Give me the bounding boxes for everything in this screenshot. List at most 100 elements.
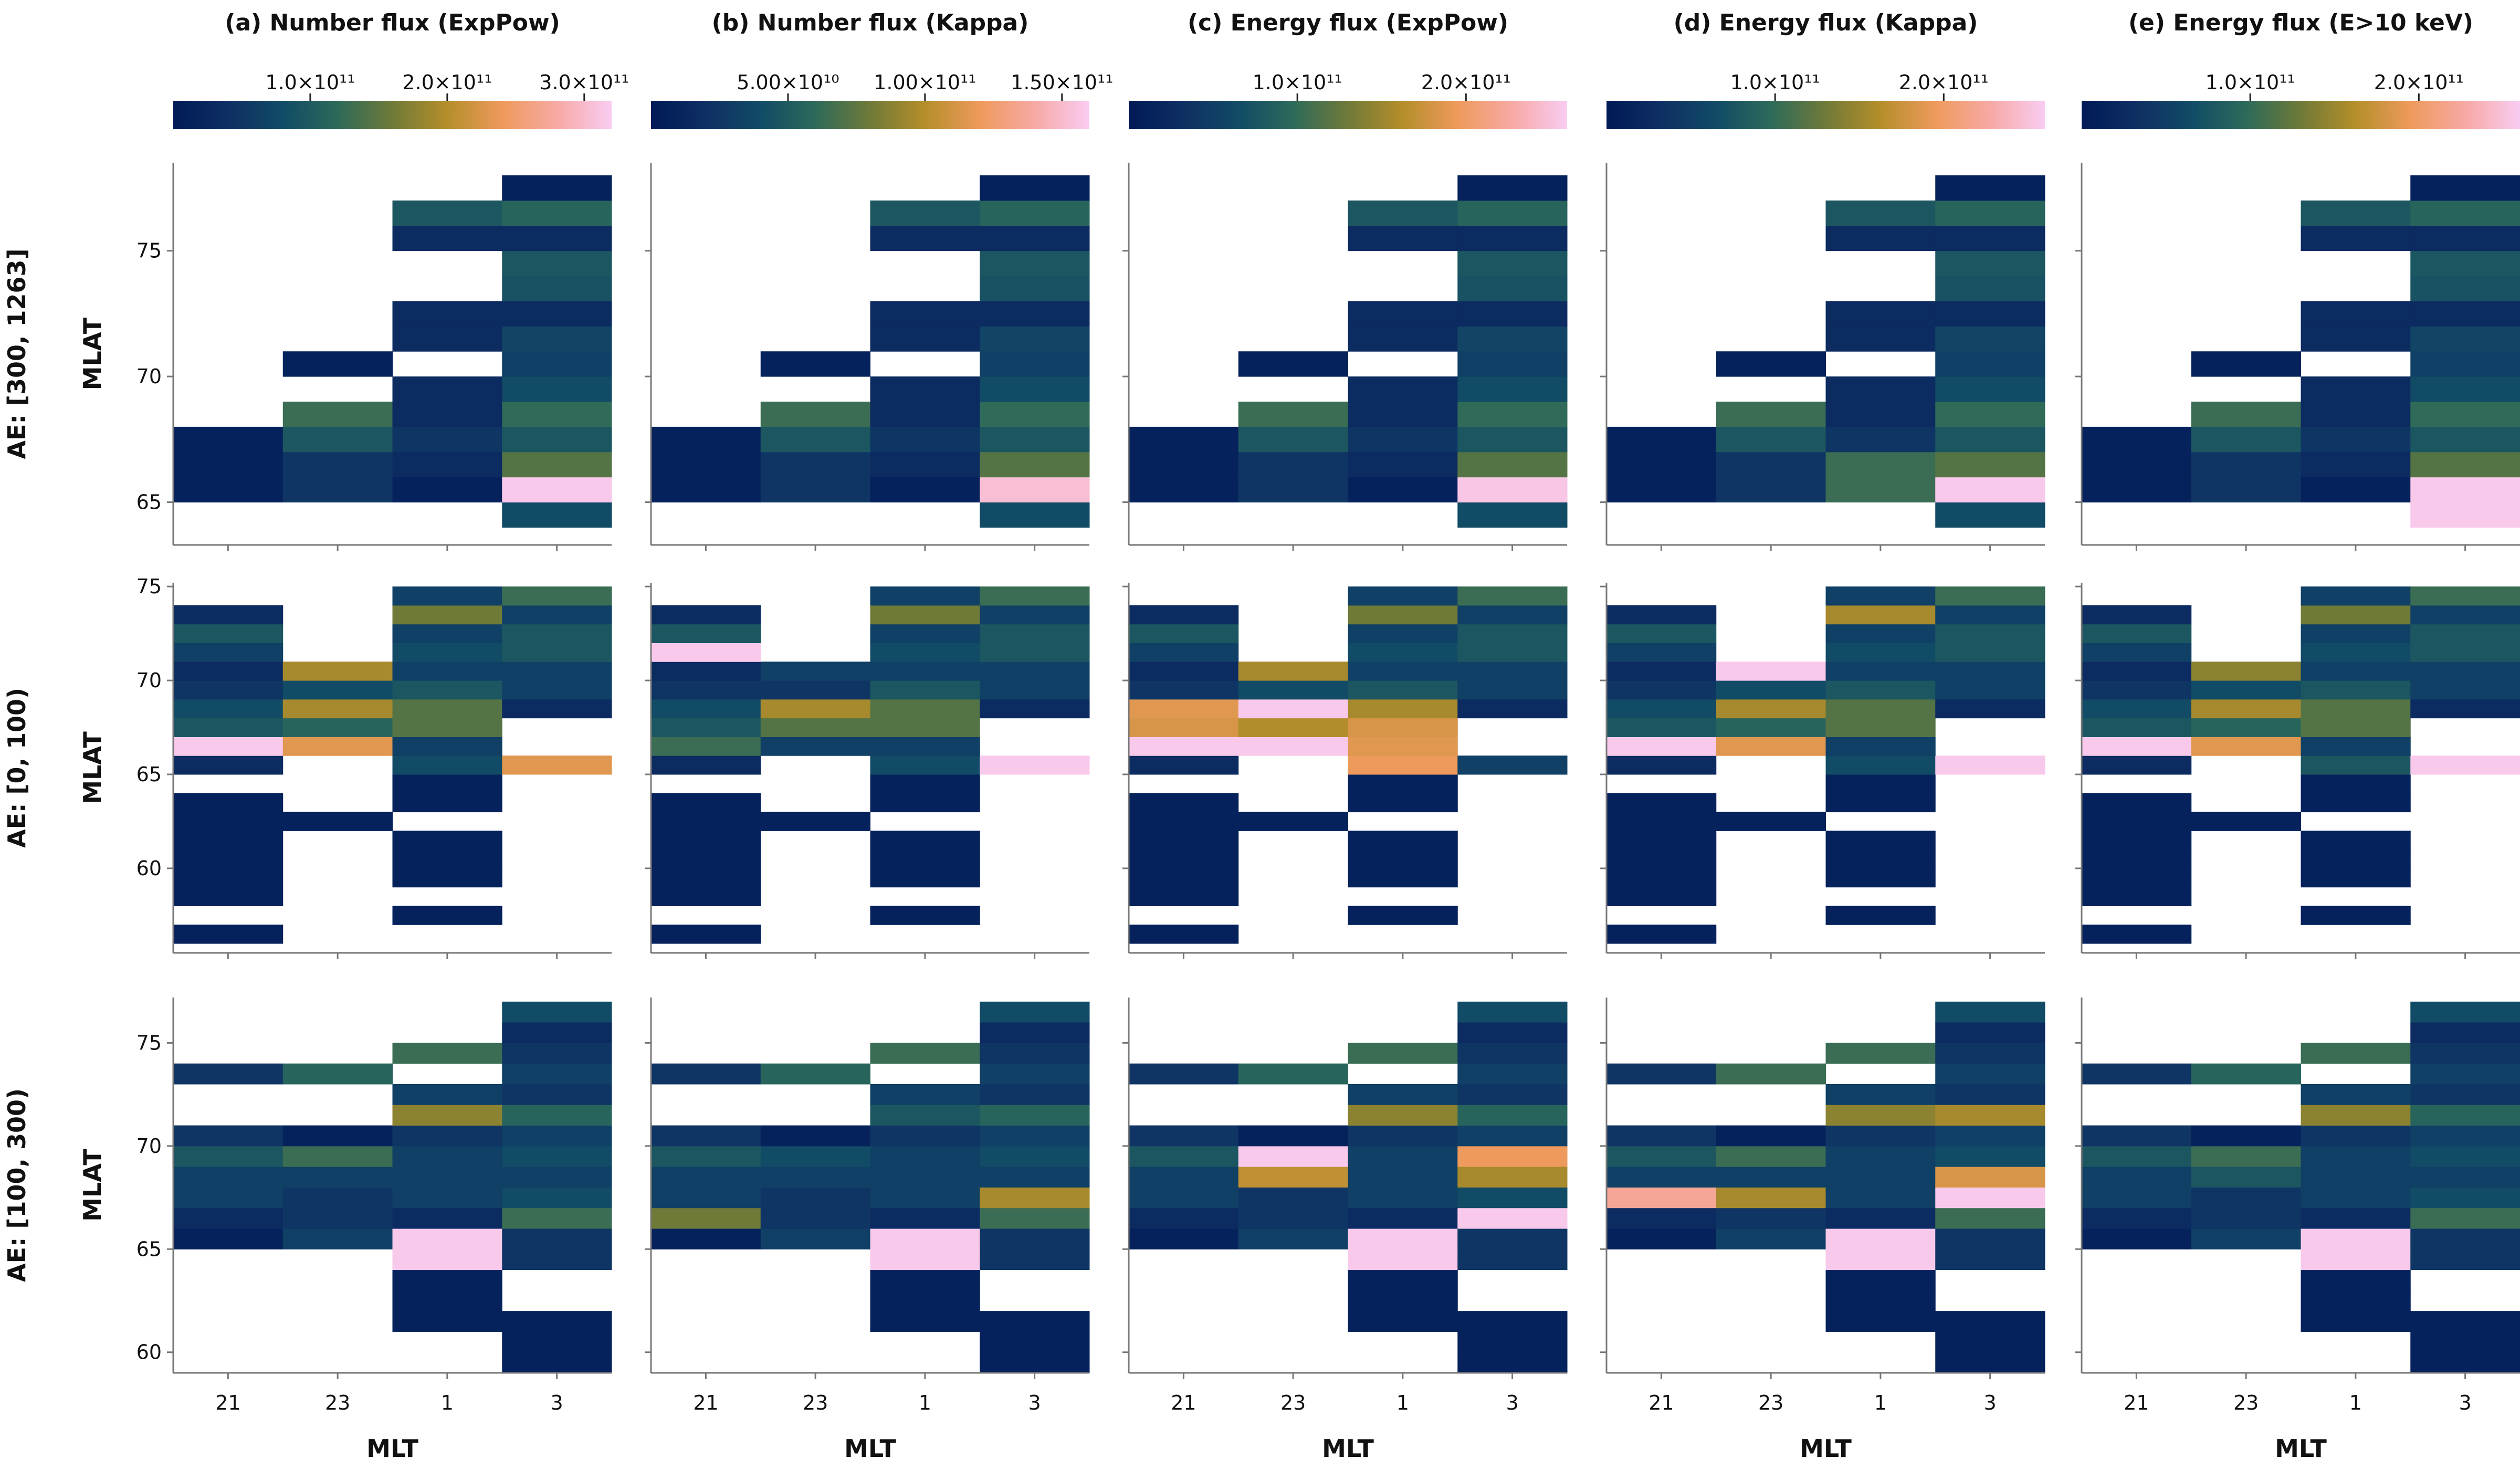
heatmap-cell xyxy=(502,1105,612,1126)
row-label: AE: [100, 300) xyxy=(3,1088,31,1282)
heatmap-panel xyxy=(1122,163,1568,551)
heatmap-cell xyxy=(1238,699,1348,719)
heatmap-panel xyxy=(645,998,1090,1379)
heatmap-panel xyxy=(645,583,1090,959)
heatmap-cell xyxy=(760,426,870,453)
heatmap-cell xyxy=(1457,376,1568,402)
heatmap-cell xyxy=(2410,1125,2520,1147)
heatmap-cell xyxy=(2410,225,2520,251)
heatmap-cell xyxy=(870,426,980,453)
heatmap-cell xyxy=(502,301,612,327)
heatmap-panel xyxy=(645,163,1090,551)
heatmap-cell xyxy=(173,812,284,831)
heatmap-cell xyxy=(870,1249,980,1270)
heatmap-cell xyxy=(1825,200,1936,226)
colorbar-tick-label: 1.00×10¹¹ xyxy=(874,71,976,94)
heatmap-cell xyxy=(760,402,870,427)
heatmap-cell xyxy=(1348,831,1458,850)
heatmap-cell xyxy=(1348,624,1458,644)
heatmap-cell xyxy=(2301,868,2411,888)
heatmap-cell xyxy=(1606,605,1717,625)
x-tick-label: 1 xyxy=(1396,1391,1409,1414)
panel-title: (b) Number flux (Kappa) xyxy=(712,9,1029,36)
heatmap-cell xyxy=(760,680,870,700)
y-axis-title: MLAT xyxy=(78,731,107,804)
heatmap-cell xyxy=(392,1269,502,1291)
heatmap-cell xyxy=(760,1125,870,1147)
heatmap-cell xyxy=(282,426,393,453)
heatmap-panel: 60 65 70 75 xyxy=(136,575,612,959)
heatmap-cell xyxy=(1348,200,1458,226)
x-tick-label: 21 xyxy=(693,1391,718,1414)
heatmap-cell xyxy=(760,1187,870,1209)
heatmap-cell xyxy=(2410,1311,2520,1332)
heatmap-cell xyxy=(2301,849,2411,869)
x-axis-labels: 21 23 1 3 MLT 21 23 1 3 MLT 21 23 1 3 MLT 21 23 1 3 MLT 21 23… xyxy=(215,1391,2472,1463)
heatmap-cell xyxy=(2301,1269,2411,1291)
heatmap-cell xyxy=(2301,301,2411,327)
heatmap-cell xyxy=(1238,477,1348,503)
panel-title: (a) Number flux (ExpPow) xyxy=(225,9,560,36)
heatmap-cell xyxy=(2410,200,2520,226)
heatmap-cell xyxy=(2082,831,2192,850)
heatmap-cell xyxy=(2410,605,2520,625)
heatmap-cell xyxy=(502,1331,612,1353)
heatmap-cell xyxy=(870,831,980,850)
heatmap-cell xyxy=(2410,250,2520,277)
heatmap-cell xyxy=(1716,1208,1826,1229)
heatmap-cell xyxy=(2301,718,2411,737)
heatmap-cell xyxy=(1129,1125,1239,1147)
heatmap-cell xyxy=(1825,662,1936,681)
heatmap-cell xyxy=(173,643,284,662)
heatmap-cell xyxy=(2410,1331,2520,1353)
heatmap-cell xyxy=(173,605,284,625)
heatmap-cell xyxy=(1129,643,1239,662)
colorbar-tick-label: 2.0×10¹¹ xyxy=(402,71,492,94)
heatmap-cell xyxy=(392,699,502,719)
heatmap-cell xyxy=(980,1105,1090,1126)
y-tick-label: 75 xyxy=(136,239,162,262)
heatmap-cell xyxy=(2301,1105,2411,1126)
heatmap-cell xyxy=(2301,376,2411,402)
heatmap-cell xyxy=(2410,755,2520,775)
colorbar xyxy=(2082,101,2520,129)
heatmap-cell xyxy=(1348,1269,1458,1291)
heatmap-panel: 60 65 70 75 xyxy=(136,998,612,1379)
heatmap-cell xyxy=(392,662,502,681)
heatmap-cell xyxy=(2410,1063,2520,1085)
panel-title: (e) Energy flux (E>10 keV) xyxy=(2128,9,2473,36)
heatmap-cell xyxy=(1606,755,1717,775)
heatmap-panel xyxy=(1600,998,2045,1379)
heatmap-cell xyxy=(1825,225,1936,251)
heatmap-cell xyxy=(1238,426,1348,453)
heatmap-cell xyxy=(1935,699,2045,719)
heatmap-cell xyxy=(1129,624,1239,644)
heatmap-cell xyxy=(980,1084,1090,1105)
heatmap-cell xyxy=(1716,662,1826,681)
heatmap-cell xyxy=(173,831,284,850)
heatmap-cell xyxy=(980,643,1090,662)
heatmap-cell xyxy=(2410,1352,2520,1373)
heatmap-cell xyxy=(2082,793,2192,813)
heatmap-cell xyxy=(1238,680,1348,700)
heatmap-cell xyxy=(1935,301,2045,327)
y-tick-label: 70 xyxy=(136,365,162,388)
heatmap-cell xyxy=(502,755,612,775)
heatmap-cell xyxy=(282,402,393,427)
heatmap-cell xyxy=(173,624,284,644)
heatmap-cell xyxy=(282,452,393,478)
heatmap-cell xyxy=(1606,662,1717,681)
heatmap-cell xyxy=(1606,793,1717,813)
heatmap-cell xyxy=(1935,755,2045,775)
heatmap-cell xyxy=(1348,906,1458,925)
heatmap-cell xyxy=(1238,1146,1348,1167)
heatmap-cell xyxy=(2301,906,2411,925)
x-tick-label: 23 xyxy=(325,1391,350,1414)
heatmap-cell xyxy=(2301,831,2411,850)
heatmap-panel xyxy=(2075,998,2520,1379)
heatmap-cell xyxy=(1716,1125,1826,1147)
heatmap-cell xyxy=(392,643,502,662)
heatmap-cell xyxy=(1348,1125,1458,1147)
heatmap-cell xyxy=(870,849,980,869)
heatmap-cell xyxy=(1825,586,1936,606)
